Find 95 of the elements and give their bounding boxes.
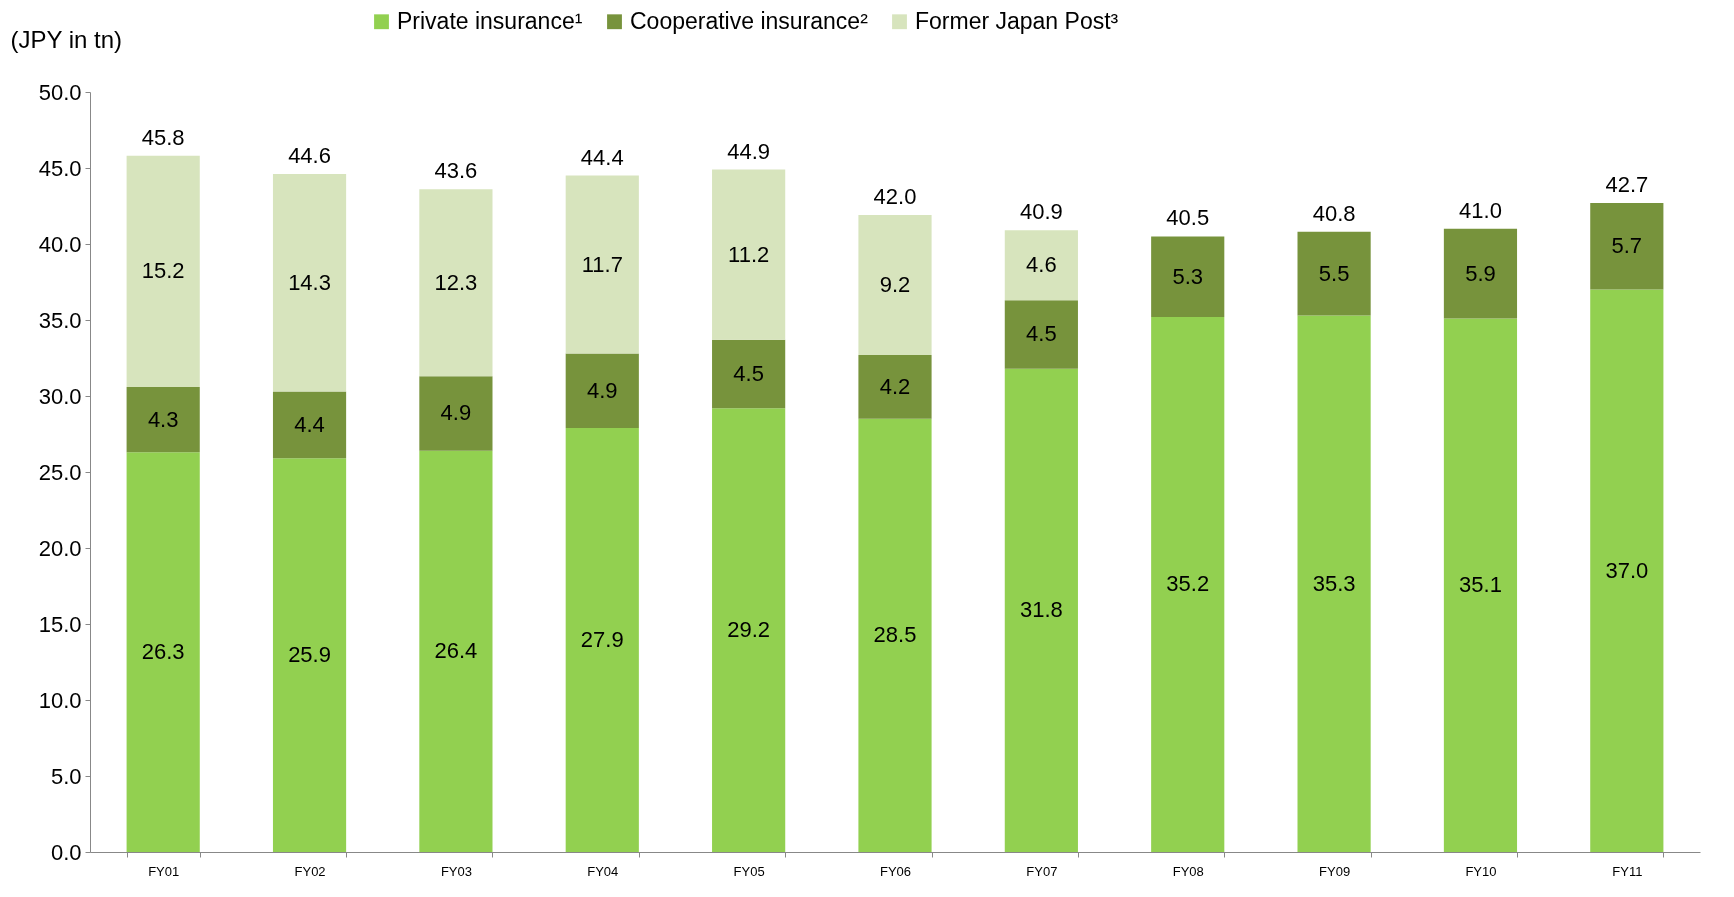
bar (712, 339, 786, 409)
bar (712, 169, 786, 340)
x-tick-label: FY02 (294, 863, 326, 879)
bar (1151, 316, 1225, 852)
total-label: 42.0 (873, 184, 917, 210)
x-tick-label: FY03 (440, 863, 472, 879)
data-label: 35.1 (1459, 572, 1502, 598)
data-label: 5.7 (1611, 233, 1643, 259)
data-label: 31.8 (1019, 597, 1063, 623)
data-label: 28.5 (873, 622, 917, 648)
bar (1151, 236, 1225, 317)
data-label: 4.3 (147, 406, 179, 432)
bar (1590, 289, 1664, 852)
x-tick-label: FY06 (879, 863, 912, 879)
x-tick-label: FY01 (148, 863, 180, 879)
legend-label: Cooperative insurance² (630, 7, 869, 34)
data-label: 5.9 (1465, 260, 1496, 286)
bar (126, 155, 200, 387)
data-label: 4.5 (733, 360, 764, 386)
total-label: 44.6 (288, 143, 331, 169)
data-label: 35.2 (1166, 571, 1210, 597)
data-label: 5.5 (1318, 260, 1350, 286)
y-tick-label: 25.0 (38, 459, 82, 485)
bar (272, 391, 347, 459)
bar (1004, 230, 1078, 301)
x-tick-label: FY07 (1026, 863, 1058, 879)
total-label: 41.0 (1459, 197, 1502, 223)
x-tick-label: FY10 (1465, 863, 1497, 879)
bar (126, 386, 200, 453)
data-label: 29.2 (727, 617, 771, 643)
y-tick-label: 40.0 (38, 231, 82, 257)
data-label: 37.0 (1605, 557, 1649, 583)
data-label: 35.3 (1312, 570, 1356, 596)
data-label: 14.3 (288, 269, 331, 295)
data-label: 4.5 (1026, 321, 1057, 347)
bar (858, 354, 932, 419)
bar (419, 450, 493, 852)
data-label: 4.2 (879, 373, 911, 399)
x-tick-label: FY04 (587, 863, 619, 879)
bar (1004, 368, 1078, 852)
bar (419, 189, 493, 377)
bar (1443, 228, 1518, 319)
data-label: 5.3 (1172, 263, 1204, 289)
bar (1297, 231, 1371, 316)
bar (419, 376, 493, 451)
bar (565, 427, 639, 852)
data-label: 9.2 (879, 272, 911, 298)
y-tick-label: 30.0 (38, 383, 82, 409)
data-label: 4.6 (1026, 252, 1057, 278)
x-tick-label: FY09 (1319, 863, 1351, 879)
data-label: 15.2 (141, 258, 185, 284)
bar (272, 174, 347, 392)
bar (565, 353, 639, 428)
data-label: 25.9 (288, 642, 331, 668)
total-label: 42.7 (1605, 171, 1649, 197)
bar (1004, 300, 1078, 369)
data-label: 27.9 (580, 626, 624, 652)
total-label: 44.4 (580, 144, 624, 170)
x-tick-label: FY05 (733, 863, 765, 879)
bar (858, 215, 932, 355)
data-label: 4.9 (440, 400, 472, 426)
data-label: 11.2 (728, 241, 770, 267)
x-tick-label: FY08 (1172, 863, 1204, 879)
data-label: 26.3 (141, 639, 185, 665)
x-tick-label: FY11 (1612, 863, 1643, 879)
bar (712, 408, 786, 852)
bar (1443, 318, 1518, 852)
data-label: 12.3 (434, 269, 478, 295)
total-label: 45.8 (141, 124, 185, 150)
y-tick-label: 15.0 (38, 611, 82, 637)
legend-label: Former Japan Post³ (915, 7, 1119, 34)
y-tick-label: 10.0 (38, 687, 82, 713)
bar (1590, 202, 1664, 290)
y-tick-label: 50.0 (38, 79, 82, 105)
legend-label: Private insurance¹ (397, 7, 583, 34)
data-label: 11.7 (581, 251, 623, 277)
y-tick-label: 45.0 (38, 155, 82, 181)
y-tick-label: 0.0 (50, 839, 82, 865)
total-label: 40.8 (1312, 200, 1356, 226)
bar (858, 418, 932, 852)
data-label: 4.9 (586, 377, 618, 403)
total-label: 43.6 (434, 158, 478, 184)
bar (565, 175, 639, 354)
bar (272, 458, 347, 852)
total-label: 40.9 (1019, 199, 1063, 225)
y-tick-label: 35.0 (38, 307, 82, 333)
data-label: 4.4 (294, 411, 325, 437)
y-axis-title: (JPY in tn) (10, 25, 123, 53)
y-tick-label: 5.0 (50, 763, 82, 789)
data-label: 26.4 (434, 638, 478, 664)
bar (1297, 315, 1371, 852)
total-label: 40.5 (1166, 205, 1210, 231)
bar (126, 452, 200, 852)
total-label: 44.9 (727, 138, 771, 164)
y-tick-label: 20.0 (38, 535, 82, 561)
